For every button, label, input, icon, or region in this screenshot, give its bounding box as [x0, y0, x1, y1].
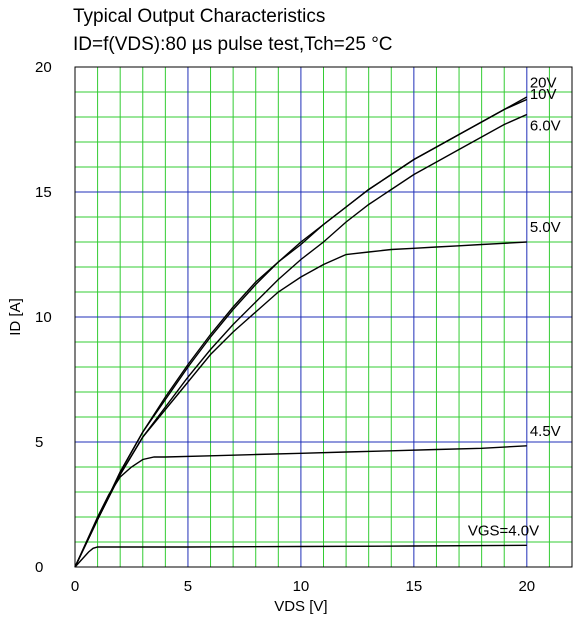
series-label-vgs-4-0v: VGS=4.0V: [468, 522, 539, 539]
y-axis-label: ID [A]: [7, 298, 24, 336]
series-label-5-0v: 5.0V: [530, 219, 561, 236]
x-tick-label: 0: [71, 578, 79, 595]
y-tick-label: 0: [35, 559, 43, 576]
series-line-vgs-4-0v: [74, 544, 527, 568]
series-line-5-0v: [74, 241, 527, 568]
chart-subtitle: ID=f(VDS):80 µs pulse test,Tch=25 °C: [73, 34, 393, 55]
y-tick-label: 10: [35, 309, 52, 326]
series-label-20v: 20V: [530, 75, 557, 92]
plot-frame: [74, 66, 573, 568]
series-label-6-0v: 6.0V: [530, 118, 561, 135]
series-lines: [74, 96, 528, 568]
x-tick-label: 10: [293, 578, 310, 595]
y-tick-label: 15: [35, 184, 52, 201]
series-line-10v: [74, 96, 528, 568]
axes: 0 5 10 15 20 0 5 10 15 20: [35, 59, 535, 595]
x-tick-label: 5: [184, 578, 192, 595]
series-line-4-5v: [74, 445, 527, 568]
series-label-4-5v: 4.5V: [530, 423, 561, 440]
grid: [75, 66, 572, 567]
y-tick-label: 20: [35, 59, 52, 76]
series-label-10v: 10V: [530, 86, 557, 103]
x-tick-label: 20: [518, 578, 535, 595]
x-axis-label: VDS [V]: [274, 598, 327, 615]
x-tick-label: 15: [406, 578, 423, 595]
y-tick-label: 5: [35, 434, 43, 451]
chart-title: Typical Output Characteristics: [73, 6, 326, 27]
